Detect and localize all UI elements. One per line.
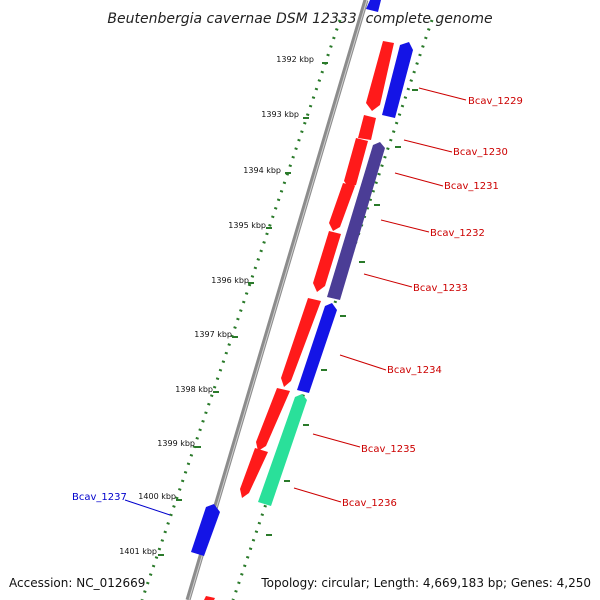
kbp-label: 1396 kbp [211,276,249,285]
gene-arrow [344,138,368,188]
gene-arrow [204,596,215,600]
gene-arrow [366,0,381,12]
gene-arrow [327,142,385,300]
genome-backbone-highlight [188,0,368,600]
gene-label-bcav-1236: Bcav_1236 [342,498,397,509]
gene-label-bcav-1235: Bcav_1235 [361,444,416,455]
gene-label-bcav-1229: Bcav_1229 [468,96,523,107]
kbp-label: 1393 kbp [261,110,299,119]
reverse-genes [191,0,413,556]
gene-arrow [366,41,394,111]
kbp-label: 1394 kbp [243,166,281,175]
kbp-label: 1399 kbp [157,439,195,448]
outer-tick-marks [266,89,418,536]
kbp-tick-track [140,19,342,600]
kbp-label: 1395 kbp [228,221,266,230]
gene-arrow [240,448,268,498]
gene-arrow [329,183,355,231]
genome-backbone [185,0,369,600]
kbp-label: 1397 kbp [194,330,232,339]
gene-arrow [297,303,337,393]
kbp-tick-marks [158,62,328,556]
gene-label-bcav-1231: Bcav_1231 [444,181,499,192]
kbp-label: 1392 kbp [276,55,314,64]
gene-arrow [191,504,220,556]
kbp-label: 1400 kbp [138,492,176,501]
accession-text: Accession: NC_012669 [9,576,145,590]
forward-genes [204,41,394,600]
kbp-label: 1398 kbp [175,385,213,394]
gene-arrow [358,115,376,140]
kbp-label: 1401 kbp [119,547,157,556]
gene-label-bcav-1233: Bcav_1233 [413,283,468,294]
gene-arrow [313,231,341,292]
gene-label-bcav-1237: Bcav_1237 [72,492,127,503]
leader-lines [124,87,467,516]
topology-text: Topology: circular; Length: 4,669,183 bp… [260,576,591,590]
gene-arrow [256,388,290,451]
gene-arrow [382,42,413,118]
gene-label-bcav-1234: Bcav_1234 [387,365,442,376]
gene-arrow [281,298,321,387]
gene-label-bcav-1230: Bcav_1230 [453,147,508,158]
map-title: Beutenbergia cavernae DSM 12333, complet… [107,11,492,27]
gene-label-bcav-1232: Bcav_1232 [430,228,485,239]
gene-arrow [258,394,307,506]
